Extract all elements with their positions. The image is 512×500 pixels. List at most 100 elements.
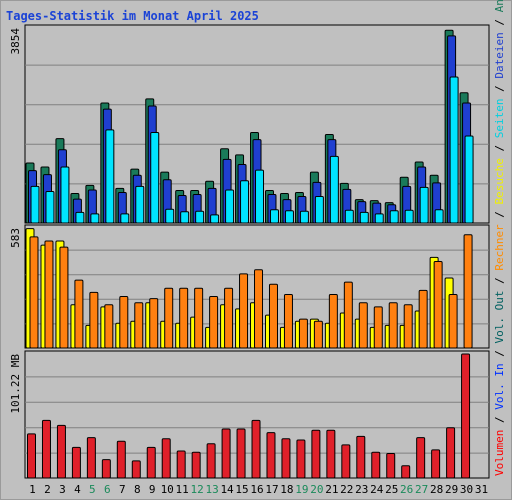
bar-seiten xyxy=(105,129,115,224)
bar-seiten xyxy=(90,213,100,224)
legend-entry: / xyxy=(493,416,506,429)
right-legend: Volumen / Vol. In / Vol. Out / Rechner /… xyxy=(493,0,506,476)
x-tick-label: 10 xyxy=(161,483,174,496)
x-tick-label: 18 xyxy=(280,483,293,496)
x-tick-label: 22 xyxy=(340,483,353,496)
x-tick-label: 6 xyxy=(104,483,111,496)
bar-rechner xyxy=(358,302,368,349)
bar-volumen xyxy=(341,444,351,479)
bar-volumen xyxy=(251,419,261,479)
legend-entry: / xyxy=(493,277,506,290)
bar-seiten xyxy=(449,76,459,224)
bar-rechner xyxy=(29,236,39,349)
bar-volumen xyxy=(131,460,141,479)
x-tick-label: 16 xyxy=(250,483,263,496)
bar-rechner xyxy=(433,261,443,349)
bar-volumen xyxy=(431,449,441,479)
bar-rechner xyxy=(418,289,428,349)
x-tick-label: 29 xyxy=(445,483,458,496)
bar-volumen xyxy=(86,437,96,479)
bar-seiten xyxy=(389,210,399,224)
y-max-label: 101.22 MB xyxy=(9,354,22,414)
bar-rechner xyxy=(134,302,144,349)
x-tick-label: 19 xyxy=(295,483,308,496)
x-tick-label: 9 xyxy=(149,483,156,496)
bar-rechner xyxy=(463,234,473,349)
bar-seiten xyxy=(269,209,279,224)
bar-seiten xyxy=(135,185,145,224)
bar-seiten xyxy=(419,186,429,224)
bar-seiten xyxy=(344,209,354,224)
bar-rechner xyxy=(283,293,293,349)
bar-rechner xyxy=(194,287,204,349)
legend-entry: Vol. Out xyxy=(493,291,506,351)
bar-rechner xyxy=(89,291,99,349)
x-tick-label: 27 xyxy=(415,483,428,496)
x-tick-label: 12 xyxy=(191,483,204,496)
x-tick-label: 23 xyxy=(355,483,368,496)
bar-seiten xyxy=(284,210,294,224)
legend-entry: / xyxy=(493,350,506,363)
x-tick-label: 4 xyxy=(74,483,81,496)
bar-rechner xyxy=(373,306,383,349)
bar-rechner xyxy=(209,296,219,349)
bar-rechner xyxy=(104,304,114,349)
bar-volumen xyxy=(356,435,366,479)
bar-rechner xyxy=(388,302,398,349)
x-tick-label: 17 xyxy=(265,483,278,496)
bar-volumen xyxy=(116,440,126,479)
bar-seiten xyxy=(464,135,474,224)
bar-volumen xyxy=(146,446,156,479)
bar-volumen xyxy=(401,465,411,479)
legend-entry: / xyxy=(493,19,506,32)
bar-volumen xyxy=(236,428,246,479)
bar-volumen xyxy=(371,451,381,479)
x-tick-label: 8 xyxy=(134,483,141,496)
bar-seiten xyxy=(120,213,130,224)
bar-seiten xyxy=(75,211,85,224)
legend-entry: Seiten xyxy=(493,98,506,144)
bar-seiten xyxy=(165,208,175,224)
bar-rechner xyxy=(179,287,189,349)
bar-volumen xyxy=(27,433,36,479)
bar-seiten xyxy=(255,169,265,224)
bar-volumen xyxy=(56,424,66,479)
bar-seiten xyxy=(45,190,55,224)
x-tick-label: 13 xyxy=(205,483,218,496)
bar-seiten xyxy=(30,185,40,224)
bar-volumen xyxy=(221,428,231,479)
x-tick-label: 25 xyxy=(385,483,398,496)
bar-seiten xyxy=(60,166,70,224)
bar-volumen xyxy=(296,439,306,479)
bar-seiten xyxy=(299,210,309,224)
bar-seiten xyxy=(434,209,444,224)
x-tick-label: 21 xyxy=(325,483,338,496)
bar-volumen xyxy=(416,437,426,479)
bar-seiten xyxy=(329,155,339,224)
legend-entry: Besuche xyxy=(493,158,506,211)
bar-rechner xyxy=(119,296,129,349)
bar-volumen xyxy=(161,438,171,479)
x-tick-label: 7 xyxy=(119,483,126,496)
bar-rechner xyxy=(239,273,249,349)
bar-volumen xyxy=(206,443,216,479)
legend-entry: / xyxy=(493,85,506,98)
x-tick-label: 26 xyxy=(400,483,413,496)
bar-rechner xyxy=(149,298,159,349)
legend-entry: / xyxy=(493,145,506,158)
bar-seiten xyxy=(404,209,414,224)
bar-rechner xyxy=(59,246,69,349)
x-tick-label: 2 xyxy=(44,483,51,496)
bar-rechner xyxy=(268,283,278,349)
legend-entry: Anfragen xyxy=(493,0,506,19)
bar-rechner xyxy=(44,240,54,349)
x-tick-label: 30 xyxy=(460,483,473,496)
x-tick-label: 15 xyxy=(235,483,248,496)
bar-volumen xyxy=(266,432,276,479)
x-tick-label: 31 xyxy=(475,483,488,496)
bar-rechner xyxy=(313,320,323,349)
bar-rechner xyxy=(254,269,264,349)
legend-entry: Vol. In xyxy=(493,363,506,416)
bar-seiten xyxy=(359,211,369,224)
